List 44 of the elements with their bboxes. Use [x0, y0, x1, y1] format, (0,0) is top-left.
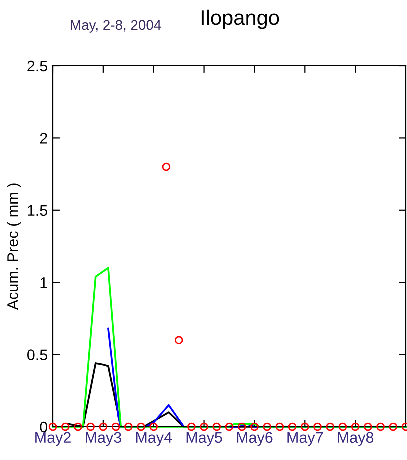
point: [338, 422, 348, 432]
y-tick-label: 0: [40, 422, 48, 433]
x-tick-label: May4: [136, 432, 172, 446]
point: [48, 422, 58, 432]
point: [188, 422, 196, 432]
point: [86, 422, 95, 432]
y-tick-label: 0.5: [28, 350, 48, 360]
point: [74, 422, 82, 432]
point: [162, 162, 171, 172]
x-tick-label: May2: [36, 432, 71, 446]
point: [112, 422, 120, 432]
point: [326, 422, 335, 432]
point: [238, 422, 246, 432]
point: [174, 336, 184, 345]
x-tick-label: May7: [288, 432, 324, 446]
y-tick-label: 2: [40, 133, 48, 144]
point: [99, 422, 108, 432]
point: [212, 422, 222, 432]
point: [351, 422, 360, 432]
y-tick-label: 1.5: [28, 205, 48, 216]
x-tick-label: May5: [186, 432, 222, 446]
point: [225, 422, 234, 432]
point: [364, 422, 372, 432]
y-tick-label: 1: [40, 278, 48, 288]
point: [124, 422, 133, 432]
chart-title: Ilopango: [202, 10, 280, 30]
point: [314, 422, 322, 432]
point: [137, 422, 146, 432]
point: [276, 422, 284, 432]
y-axis-title: Acum. Prec ( mm ): [7, 184, 22, 310]
point: [250, 422, 259, 432]
point: [300, 422, 310, 432]
x-tick-label: May8: [338, 432, 374, 446]
x-tick-label: May6: [237, 432, 273, 446]
point: [288, 422, 297, 432]
point: [150, 422, 158, 432]
chart-subtitle: May, 2-8, 2004: [71, 20, 162, 33]
point: [200, 422, 208, 432]
x-tick-label: May3: [86, 432, 122, 446]
point: [61, 422, 70, 432]
point: [263, 422, 272, 432]
y-tick-label: 2.5: [28, 60, 48, 72]
point: [389, 422, 398, 432]
point: [376, 422, 385, 432]
